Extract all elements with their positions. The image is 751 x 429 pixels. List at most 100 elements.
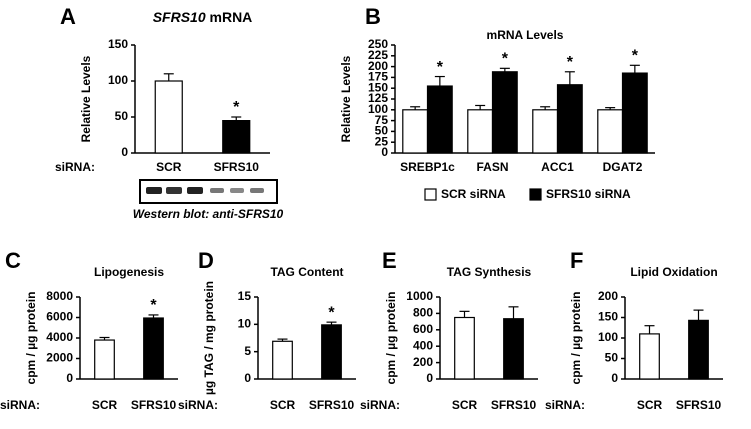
- y-tick-label: 0: [66, 371, 73, 385]
- y-tick-label: 200: [598, 289, 618, 303]
- y-tick-label: 6000: [46, 310, 73, 324]
- x-tick-label: SCR: [452, 398, 478, 412]
- bar: [621, 72, 648, 154]
- x-tick-label: ACC1: [541, 160, 574, 174]
- x-tick-label: SFRS10: [491, 398, 537, 412]
- y-tick-label: 25: [375, 134, 389, 148]
- significance-marker: *: [567, 54, 574, 71]
- chart-title: Lipogenesis: [94, 265, 164, 279]
- y-tick-label: 200: [368, 59, 388, 73]
- y-tick-label: 75: [375, 113, 389, 127]
- panel-letter: D: [198, 248, 214, 273]
- bar: [143, 317, 164, 380]
- y-tick-label: 100: [368, 102, 388, 116]
- significance-marker: *: [502, 51, 509, 68]
- y-axis-label: cpm / µg protein: [569, 292, 583, 385]
- y-tick-label: 100: [598, 330, 618, 344]
- y-tick-label: 0: [244, 371, 251, 385]
- significance-marker: *: [233, 99, 240, 116]
- bar: [272, 340, 293, 380]
- significance-marker: *: [437, 59, 444, 76]
- x-axis-label: siRNA:: [55, 160, 95, 174]
- legend-label: SFRS10 siRNA: [546, 187, 631, 201]
- y-tick-label: 4000: [46, 330, 73, 344]
- y-tick-label: 225: [368, 48, 388, 62]
- x-tick-label: SCR: [156, 160, 182, 174]
- panel-letter: E: [382, 248, 397, 273]
- y-tick-label: 0: [381, 145, 388, 159]
- bar: [467, 109, 494, 154]
- x-axis-label: siRNA:: [545, 398, 585, 412]
- bar: [503, 318, 524, 380]
- bar: [556, 84, 583, 154]
- legend-label: SCR siRNA: [441, 187, 506, 201]
- chart-title: mRNA Levels: [487, 28, 564, 42]
- y-tick-label: 50: [375, 124, 389, 138]
- y-tick-label: 10: [238, 317, 252, 331]
- bar: [597, 109, 624, 154]
- y-tick-label: 8000: [46, 289, 73, 303]
- bar: [94, 339, 115, 380]
- y-tick-label: 100: [108, 73, 128, 87]
- x-tick-label: SREBP1c: [400, 160, 455, 174]
- bar: [532, 109, 559, 154]
- x-tick-label: SFRS10: [309, 398, 355, 412]
- y-tick-label: 175: [368, 70, 388, 84]
- chart-title: Lipid Oxidation: [630, 265, 717, 279]
- western-blot: [139, 179, 278, 204]
- y-tick-label: 400: [413, 338, 433, 352]
- bar: [639, 333, 660, 380]
- y-axis-label: Relative Levels: [79, 55, 93, 142]
- y-tick-label: 600: [413, 322, 433, 336]
- x-tick-label: SFRS10: [214, 160, 260, 174]
- y-axis-label: cpm / µg protein: [384, 292, 398, 385]
- y-tick-label: 800: [413, 306, 433, 320]
- x-tick-label: DGAT2: [603, 160, 643, 174]
- x-tick-label: SCR: [270, 398, 296, 412]
- bar: [402, 109, 429, 154]
- panel-letter: F: [570, 248, 583, 273]
- bar: [688, 319, 709, 380]
- y-tick-label: 0: [611, 371, 618, 385]
- y-tick-label: 200: [413, 355, 433, 369]
- y-tick-label: 150: [368, 80, 388, 94]
- x-tick-label: SFRS10: [131, 398, 177, 412]
- x-axis-label: siRNA:: [178, 398, 218, 412]
- y-axis-label: Relative Levels: [339, 55, 353, 142]
- y-tick-label: 0: [426, 371, 433, 385]
- bar: [426, 85, 453, 154]
- x-tick-label: SCR: [637, 398, 663, 412]
- y-tick-label: 50: [605, 351, 619, 365]
- panel-letter: A: [60, 4, 76, 29]
- bar: [321, 324, 342, 380]
- significance-marker: *: [632, 48, 639, 65]
- y-tick-label: 2000: [46, 351, 73, 365]
- blot-caption: Western blot: anti-SFRS10: [133, 207, 284, 221]
- bar: [154, 80, 183, 154]
- y-tick-label: 150: [108, 37, 128, 51]
- y-tick-label: 1000: [406, 289, 433, 303]
- x-tick-label: SFRS10: [676, 398, 722, 412]
- x-axis-label: siRNA:: [360, 398, 400, 412]
- significance-marker: *: [150, 297, 157, 314]
- y-tick-label: 250: [368, 37, 388, 51]
- y-tick-label: 15: [238, 289, 252, 303]
- y-tick-label: 150: [598, 310, 618, 324]
- panel-letter: B: [365, 4, 381, 29]
- bar: [454, 316, 475, 380]
- chart-title-text: mRNA: [210, 9, 253, 25]
- y-tick-label: 0: [121, 145, 128, 159]
- y-tick-label: 5: [244, 344, 251, 358]
- x-tick-label: FASN: [476, 160, 508, 174]
- y-tick-label: 125: [368, 91, 388, 105]
- bar: [491, 71, 518, 154]
- y-axis-label: cpm / µg protein: [24, 292, 38, 385]
- chart-title-italic: SFRS10: [153, 9, 206, 25]
- chart-title: TAG Content: [270, 265, 343, 279]
- legend-swatch: [424, 188, 437, 201]
- y-tick-label: 50: [115, 109, 129, 123]
- y-axis-label: µg TAG / mg protein: [202, 281, 216, 395]
- chart-title: SFRS10 mRNA: [153, 9, 253, 25]
- significance-marker: *: [328, 304, 335, 321]
